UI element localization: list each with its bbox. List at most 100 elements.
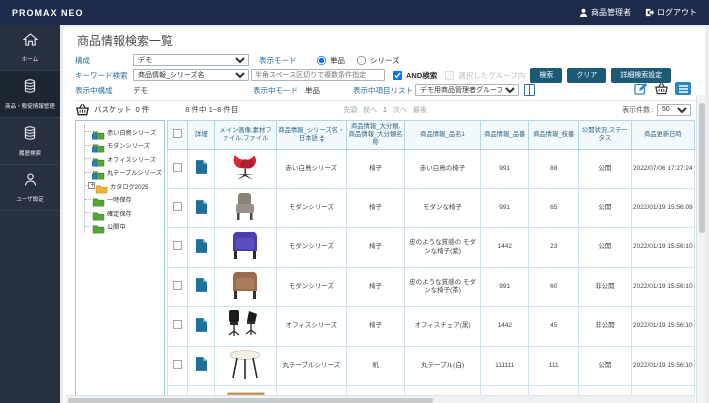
sidebar-item-product-info[interactable]: 商品・販促情報管理 xyxy=(0,71,60,118)
cell-updated: 2022/07/06 17:27:24 xyxy=(630,148,696,190)
detail-document-icon[interactable] xyxy=(195,317,208,335)
sidebar-item-history-search[interactable]: 履歴検索 xyxy=(0,118,60,165)
cell-branch-no: 45 xyxy=(528,306,579,347)
mode-radio-tanpin[interactable]: 単品 xyxy=(315,54,345,67)
basket-summary[interactable]: バスケット 0 件 xyxy=(75,103,149,116)
cell-branch-no: 23 xyxy=(528,227,579,268)
radio-series[interactable] xyxy=(356,55,367,65)
topbar: PROMAX NEO 商品管理者 ログアウト xyxy=(0,0,709,25)
cell-status: 非公開 xyxy=(577,266,632,308)
row-checkbox[interactable] xyxy=(172,359,183,369)
folder-icon xyxy=(92,208,105,221)
tree-item-folder[interactable]: 確定保存 xyxy=(85,206,163,221)
sort-icon[interactable] xyxy=(319,134,324,142)
product-image[interactable] xyxy=(225,190,265,226)
search-button[interactable]: 検索 xyxy=(530,67,563,83)
col-category[interactable]: 商品情報_大分類,商品情報_大分類名称 xyxy=(346,120,406,150)
pager-last[interactable]: 最後 xyxy=(412,106,427,114)
detail-document-icon[interactable] xyxy=(195,357,208,374)
cell-name: 丸テーブル(白) xyxy=(404,345,481,387)
display-mode-label: 表示モード xyxy=(259,55,297,65)
col-detail[interactable]: 詳細 xyxy=(187,120,216,150)
tree-item-catalog[interactable]: カタログ2025 xyxy=(85,179,163,194)
tree-expand-icon[interactable] xyxy=(88,182,96,190)
user-name: 商品管理者 xyxy=(591,8,631,17)
cell-series: モダンシリーズ xyxy=(275,266,348,308)
col-name[interactable]: 商品情報_品名1 xyxy=(404,120,481,150)
product-image[interactable] xyxy=(225,151,265,187)
col-image[interactable]: メイン画像,素材ファイル,ファイル xyxy=(214,120,277,150)
tree-item-series[interactable]: モダンシリーズ xyxy=(85,139,163,153)
per-page-select[interactable]: 50 xyxy=(657,103,691,116)
and-search-checkbox[interactable]: AND検索 xyxy=(391,69,437,82)
cell-name: 皮のような質感の モダンな椅子(紫) xyxy=(404,227,481,268)
group-scope-checkbox: 選択したグループ内 xyxy=(443,69,525,82)
pager-first[interactable]: 先頭 xyxy=(343,106,358,114)
basket-count: 0 件 xyxy=(135,105,150,114)
tree-item-series[interactable]: 赤い白鳥シリーズ xyxy=(85,125,163,140)
keyword-field-select[interactable]: 商品情報_シリーズ名 xyxy=(133,69,249,81)
col-updated[interactable]: 商品更新日時 xyxy=(630,120,696,150)
row-checkbox[interactable] xyxy=(172,280,183,290)
cell-name: オフィスチェア(黒) xyxy=(404,306,481,347)
col-branch-no[interactable]: 商品情報_枝番 xyxy=(528,120,579,150)
vertical-scrollbar[interactable] xyxy=(696,95,705,403)
cell-part-no: 111111 xyxy=(479,345,530,387)
edit-icon[interactable] xyxy=(634,82,648,95)
tree-item-series[interactable]: 丸テーブルシリーズ xyxy=(85,166,163,180)
vertical-scrollbar-thumb[interactable] xyxy=(698,103,705,233)
keyword-label: キーワード検索 xyxy=(75,70,128,80)
pager-next[interactable]: 次へ xyxy=(392,106,407,114)
detail-document-icon[interactable] xyxy=(195,278,208,295)
and-checkbox[interactable] xyxy=(392,70,403,80)
basket-label: バスケット xyxy=(94,105,132,114)
cell-branch-no: 88 xyxy=(528,148,579,190)
sidebar-item-home[interactable]: ホーム xyxy=(0,25,60,71)
detail-document-icon[interactable] xyxy=(195,160,208,177)
catalog-folder-icon xyxy=(95,181,108,194)
col-part-no[interactable]: 商品情報_品番 xyxy=(479,120,530,150)
sidebar-item-user-settings[interactable]: ユーザ設定 xyxy=(0,165,60,211)
product-image[interactable] xyxy=(225,269,265,305)
column-layout-icon[interactable] xyxy=(524,84,535,96)
cell-series: オフィスシリーズ xyxy=(275,306,348,347)
basket-icon[interactable] xyxy=(654,82,669,95)
advanced-search-button[interactable]: 詳細検索設定 xyxy=(611,67,672,83)
table-header-row: 詳細 メイン画像,素材ファイル,ファイル 商品情報_シリーズ名・日本語 商品情報… xyxy=(166,120,696,150)
mode-radio-series[interactable]: シリーズ xyxy=(355,54,400,67)
clear-button[interactable]: クリア xyxy=(567,67,607,83)
radio-tanpin[interactable] xyxy=(316,55,327,65)
logout-button[interactable]: ログアウト xyxy=(645,7,697,18)
user-menu[interactable]: 商品管理者 xyxy=(579,7,631,18)
col-series[interactable]: 商品情報_シリーズ名・日本語 xyxy=(275,120,348,150)
list-view-button[interactable] xyxy=(675,82,691,95)
series-folder-icon xyxy=(91,127,105,140)
tree-item-folder[interactable]: 一時保存 xyxy=(85,193,163,207)
select-all-checkbox[interactable] xyxy=(172,128,183,138)
detail-document-icon[interactable] xyxy=(195,239,208,256)
pager-current-page[interactable]: 1 xyxy=(383,106,387,114)
item-list-select[interactable]: デモ用商品管理者グループ_デモ_デフ xyxy=(415,84,519,96)
product-image[interactable] xyxy=(225,229,265,265)
cell-series: モダンシリーズ xyxy=(275,188,348,229)
table-row: モダンシリーズ 椅子 モダンな椅子 991 65 公開 2022/01/19 1… xyxy=(166,188,696,229)
row-checkbox[interactable] xyxy=(172,162,183,172)
product-image[interactable] xyxy=(225,348,265,384)
col-status[interactable]: 公開状況,ステータス xyxy=(577,120,632,150)
tree-item-series[interactable]: オフィスシリーズ xyxy=(85,152,163,167)
kousei-select[interactable]: デモ xyxy=(133,54,249,66)
product-image[interactable] xyxy=(225,308,265,344)
row-checkbox[interactable] xyxy=(172,320,183,330)
horizontal-scrollbar-thumb[interactable] xyxy=(68,397,433,403)
detail-document-icon[interactable] xyxy=(195,199,208,217)
row-checkbox[interactable] xyxy=(172,241,183,251)
row-checkbox[interactable] xyxy=(172,201,183,212)
keyword-input[interactable] xyxy=(251,69,385,81)
cell-updated: 2022/01/19 15:56:10 xyxy=(630,227,696,268)
person-icon xyxy=(24,173,36,186)
tree-item-folder[interactable]: 公開中 xyxy=(85,220,163,234)
horizontal-scrollbar[interactable] xyxy=(66,395,695,403)
pager-prev[interactable]: 前へ xyxy=(363,106,378,114)
cell-name: 皮のような質感の モダンな椅子(茶) xyxy=(404,266,481,308)
list-view-icon xyxy=(678,84,688,93)
